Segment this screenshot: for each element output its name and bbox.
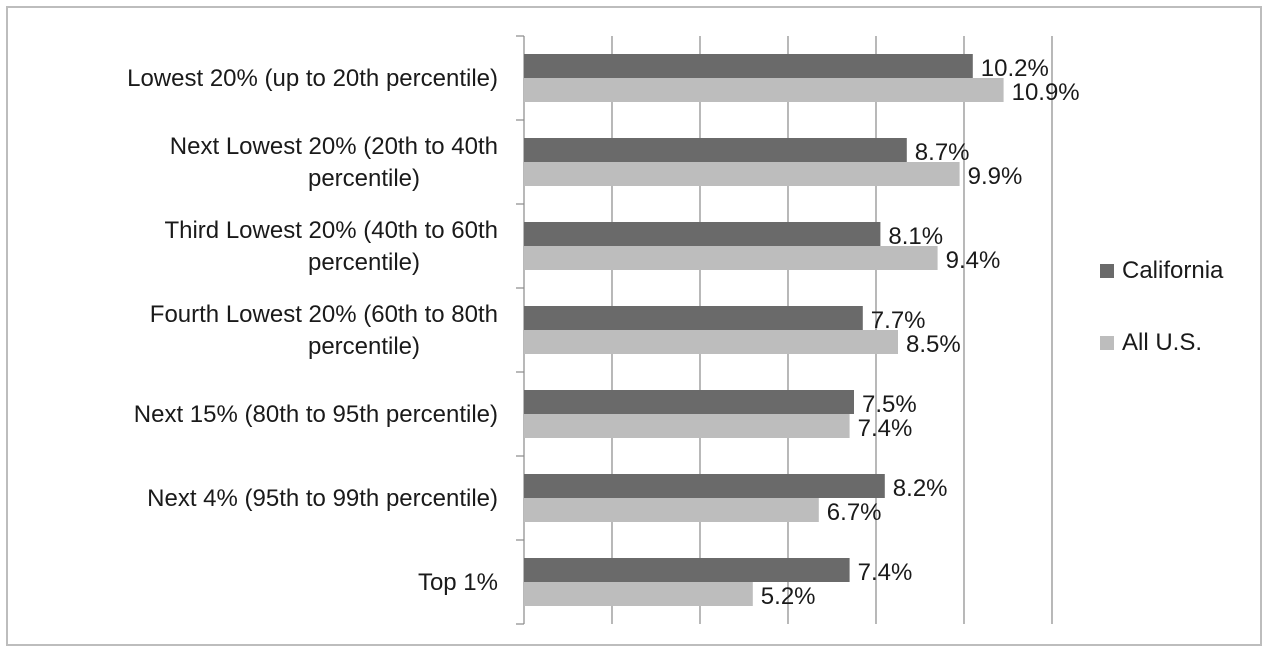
bar-california <box>524 558 850 582</box>
data-label: 10.2% <box>981 55 1049 82</box>
data-label: 8.2% <box>893 475 948 502</box>
data-label: 8.7% <box>915 139 970 166</box>
bar-california <box>524 54 973 78</box>
data-label: 9.4% <box>946 247 1001 274</box>
category-label: Top 1% <box>418 569 498 596</box>
data-label: 9.9% <box>968 163 1023 190</box>
bar-california <box>524 390 854 414</box>
bar-all-u-s <box>524 246 938 270</box>
data-label: 7.5% <box>862 391 917 418</box>
bar-all-u-s <box>524 498 819 522</box>
bar-all-u-s <box>524 162 960 186</box>
bar-california <box>524 474 885 498</box>
legend-swatch <box>1100 264 1114 278</box>
data-label: 7.4% <box>858 559 913 586</box>
category-label: Lowest 20% (up to 20th percentile) <box>127 65 498 92</box>
legend-label: All U.S. <box>1122 329 1202 356</box>
category-label: Next 4% (95th to 99th percentile) <box>147 485 498 512</box>
data-label: 8.1% <box>888 223 943 250</box>
bar-all-u-s <box>524 582 753 606</box>
legend-label: California <box>1122 257 1224 284</box>
category-label: Fourth Lowest 20% (60th to 80th percentil… <box>150 301 498 360</box>
bar-all-u-s <box>524 330 898 354</box>
bar-all-u-s <box>524 414 850 438</box>
bar-california <box>524 222 881 246</box>
category-label: Third Lowest 20% (40th to 60th percentile… <box>164 217 498 276</box>
data-label: 6.7% <box>827 499 882 526</box>
category-label: Next 15% (80th to 95th percentile) <box>134 401 498 428</box>
bar-all-u-s <box>524 78 1004 102</box>
data-label: 5.2% <box>761 583 816 610</box>
bar-california <box>524 306 863 330</box>
legend-swatch <box>1100 336 1114 350</box>
data-label: 10.9% <box>1012 79 1080 106</box>
data-label: 7.4% <box>858 415 913 442</box>
bar-california <box>524 138 907 162</box>
data-label: 8.5% <box>906 331 961 358</box>
category-label: Next Lowest 20% (20th to 40th percentile) <box>170 133 498 192</box>
data-label: 7.7% <box>871 307 926 334</box>
